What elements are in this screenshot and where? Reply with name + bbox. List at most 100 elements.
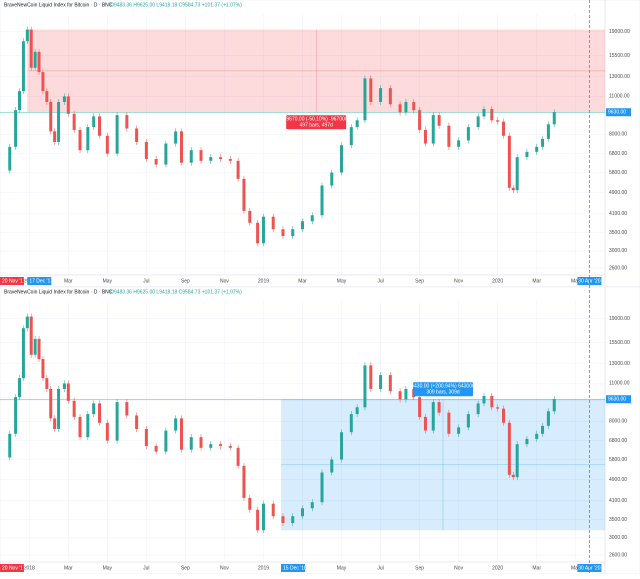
candle (271, 216, 275, 230)
candle (330, 172, 334, 186)
candle (437, 115, 441, 126)
candle (228, 445, 232, 448)
x-tick-label: Jul (377, 278, 383, 284)
candle (388, 88, 392, 105)
candle (496, 120, 500, 122)
candle (18, 378, 22, 398)
candle (535, 146, 539, 152)
y-tick-label: 2600.00 (609, 265, 627, 271)
candle (78, 416, 82, 438)
candle (14, 110, 18, 147)
candle (115, 402, 119, 441)
candle (423, 416, 427, 431)
candle (301, 508, 304, 517)
candle (199, 150, 203, 161)
last-price-tag (606, 395, 631, 404)
candle (515, 444, 519, 478)
candle (552, 399, 556, 412)
candle (25, 29, 29, 42)
candle (33, 51, 37, 68)
y-tick-label: 3000.00 (609, 535, 627, 541)
y-tick-label: 3500.00 (609, 230, 627, 236)
y-tick-label: 8000.00 (609, 419, 627, 425)
candle (431, 115, 435, 144)
candle (310, 502, 314, 509)
start-date: 20 Nov '17 (2, 278, 26, 284)
x-tick-label: Mar (298, 278, 307, 284)
candle (180, 131, 183, 163)
ohlc-text: O9483.36 H9625.00 L9418.18 C9584.73 +101… (110, 289, 242, 295)
candle (29, 29, 33, 68)
candle (66, 96, 70, 114)
candle (135, 415, 139, 429)
y-tick-label: 11000.00 (609, 94, 630, 100)
candle (423, 129, 427, 144)
candle (496, 407, 500, 409)
candle (507, 422, 511, 475)
x-tick-label: 2020 (492, 565, 503, 571)
candle (546, 411, 550, 426)
candle (174, 418, 178, 431)
candle (340, 432, 344, 460)
candle (98, 403, 102, 423)
last-price-tag (606, 108, 631, 117)
measure-label-bg (413, 382, 474, 397)
y-tick-label: 3000.00 (609, 248, 627, 254)
candle (242, 178, 246, 211)
candle (25, 316, 29, 329)
candle (363, 78, 367, 121)
candle (552, 112, 556, 125)
x-tick-label: Sep (415, 278, 424, 284)
range-date: 17 Dec '17 (29, 278, 53, 284)
candle (18, 91, 22, 111)
candle (29, 316, 33, 355)
candle (369, 78, 373, 102)
y-tick-label: 8000.00 (609, 132, 627, 138)
candle (164, 430, 168, 452)
candle (525, 151, 529, 158)
candle (37, 338, 41, 360)
candle (418, 110, 422, 130)
y-tick-label: 11000.00 (609, 381, 630, 387)
measure-label-bg (286, 115, 347, 130)
candle (86, 127, 90, 151)
measure-label: -9670.00 (-50.10%) -967000 (285, 117, 348, 123)
candle (105, 135, 109, 154)
candle (320, 185, 324, 216)
candle (546, 124, 550, 139)
x-tick-label: Sep (181, 565, 190, 571)
chart-title: BraveNewCoin Liquid Index for Bitcoin · … (4, 289, 113, 295)
candle (144, 428, 148, 446)
candle (256, 222, 260, 244)
candle (281, 516, 285, 524)
measure-label: 6430.00 (+200.94%) 643000 (411, 384, 475, 390)
last-price-label: 9630.00 (608, 110, 626, 116)
ohlc-text: O9483.36 H9625.00 L9418.18 C9584.73 +101… (110, 2, 242, 8)
y-tick-label: 3500.00 (609, 517, 627, 523)
y-tick-label: 19000.00 (609, 316, 630, 322)
candle (62, 96, 66, 102)
x-tick-label: Sep (415, 565, 424, 571)
y-tick-label: 19000.00 (609, 29, 630, 35)
candle (476, 116, 480, 128)
candle (86, 414, 90, 438)
candle (154, 445, 158, 452)
candle (355, 120, 359, 128)
candle (49, 388, 53, 419)
candle (363, 365, 367, 408)
chart-panel: 19000.0015500.0013000.0011000.009500.008… (0, 0, 640, 288)
candle (507, 135, 511, 188)
candle (45, 378, 49, 389)
x-tick-label: May (571, 565, 581, 571)
candle (379, 375, 383, 389)
candle (511, 474, 515, 478)
candle (457, 427, 461, 434)
candle (33, 338, 37, 355)
candle (398, 391, 402, 400)
candle (242, 465, 246, 498)
candle (72, 113, 76, 130)
candle (209, 444, 213, 448)
candle (57, 101, 61, 142)
candle (21, 328, 25, 379)
candle (515, 157, 519, 191)
